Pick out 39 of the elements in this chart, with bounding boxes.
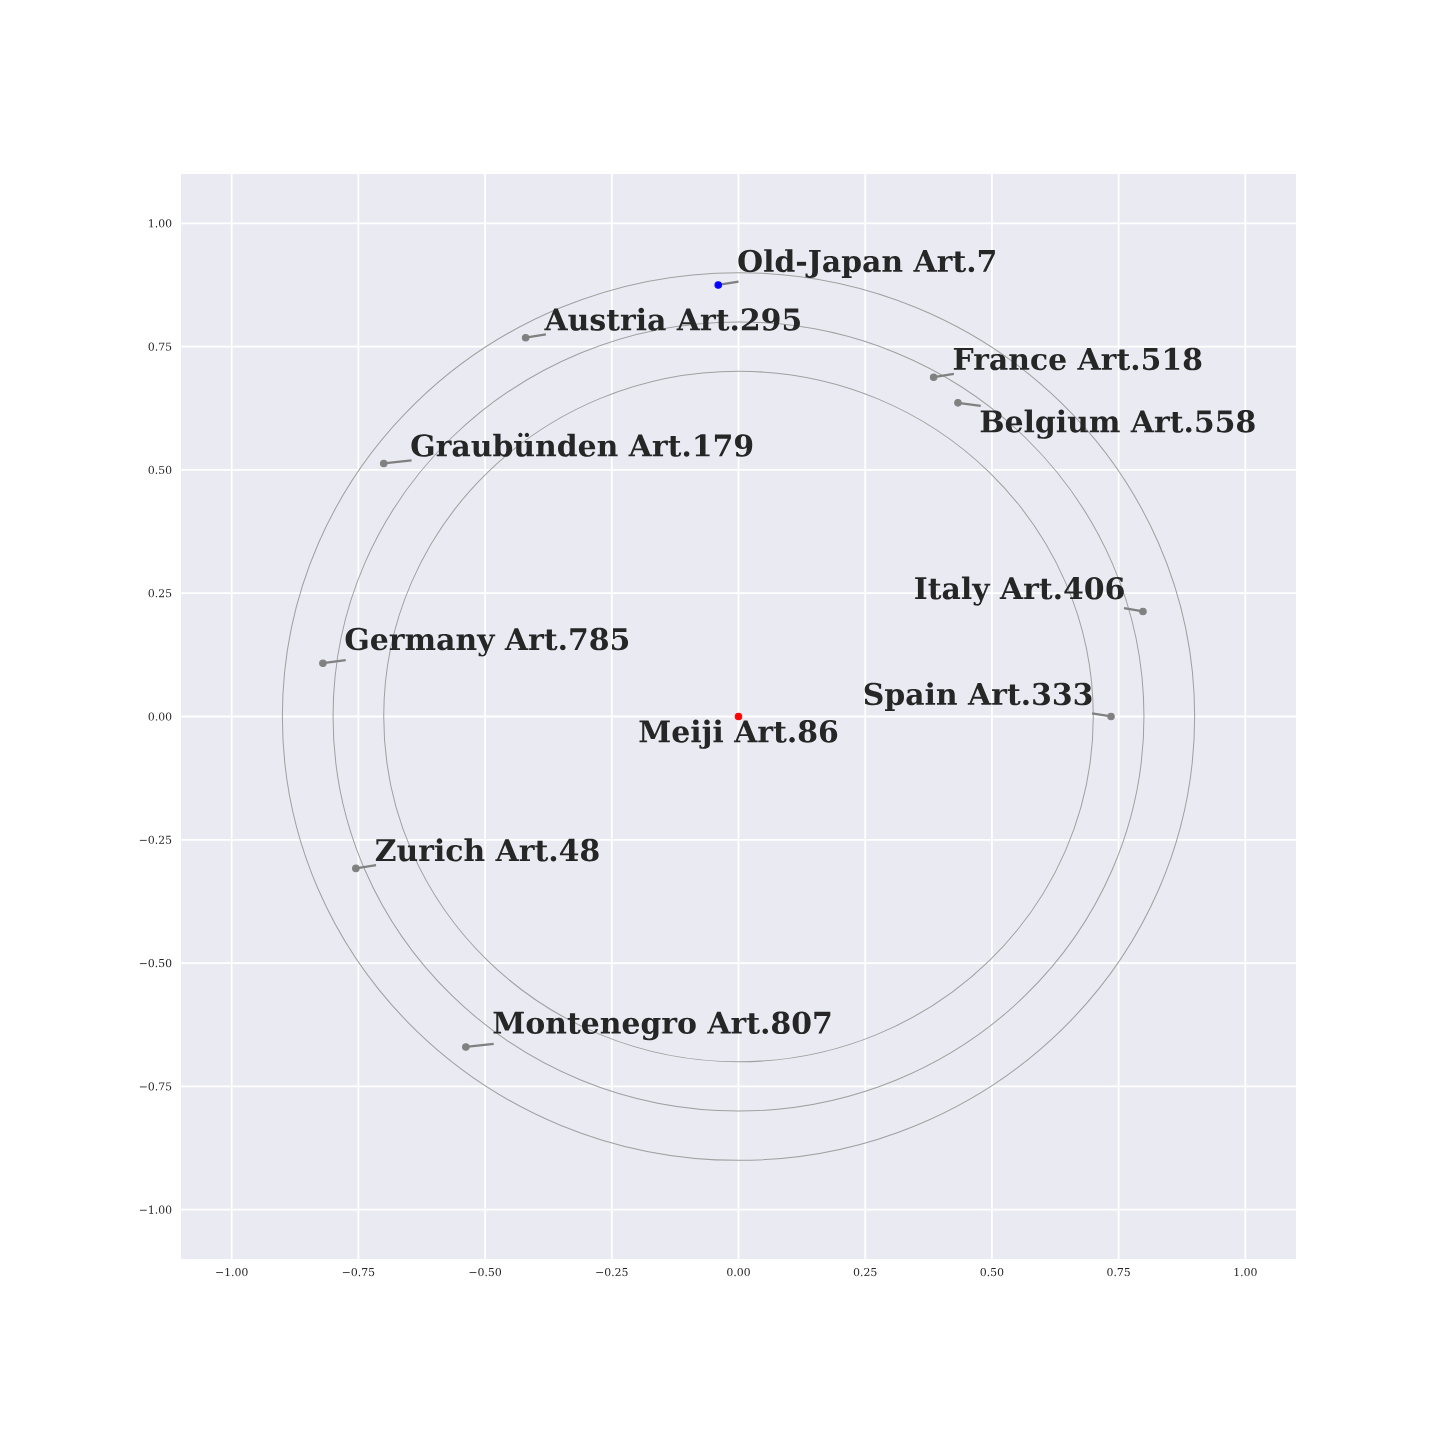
y-tick-label: 0.00 [148,712,172,721]
annotation: Austria Art.295 [544,307,800,331]
point [954,399,962,407]
x-tick-label: 0.75 [1107,1267,1130,1277]
y-tick-label: −0.50 [139,958,172,968]
point [521,333,530,342]
annotation: Italy Art.406 [915,576,1124,606]
x-tick-label: 0.00 [727,1267,750,1277]
annotation: Belgium Art.558 [980,409,1255,439]
annotation: Meiji Art.86 [639,719,838,749]
point [379,459,388,468]
x-tick-label: −1.00 [216,1267,248,1277]
y-tick-label: 1.00 [149,219,172,228]
annotation: Montenegro Art.807 [493,1011,831,1041]
y-tick-label: 0.25 [148,589,172,598]
x-tick-label: 1.00 [1234,1267,1257,1277]
annotation: Graubünden Art.179 [411,432,753,457]
x-tick-label: 0.50 [980,1267,1004,1277]
annotation: Zurich Art.48 [375,838,599,862]
point [1139,607,1147,616]
x-tick-label: −0.25 [596,1267,628,1277]
x-tick-label: −0.50 [469,1267,502,1277]
x-tick-label: −0.75 [342,1267,375,1277]
point [462,1043,470,1051]
y-tick-label: −0.25 [139,835,172,844]
point [319,659,327,668]
y-tick-label: −0.75 [139,1082,172,1091]
y-tick-label: 0.50 [148,465,172,475]
point [1107,712,1115,721]
point [714,281,723,289]
annotation: Spain Art.333 [864,682,1092,712]
y-tick-label: −1.00 [139,1205,172,1214]
annotation: Germany Art.785 [345,627,629,657]
point [352,864,360,873]
annotation: France Art.518 [953,347,1202,371]
point [929,373,938,381]
annotation: Old-Japan Art.7 [738,249,995,278]
x-tick-label: 0.25 [853,1267,877,1277]
y-tick-label: 0.75 [148,342,172,351]
